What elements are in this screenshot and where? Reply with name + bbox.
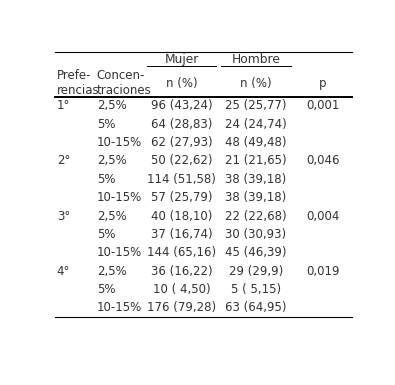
Text: 10 ( 4,50): 10 ( 4,50) bbox=[153, 283, 211, 296]
Text: 30 (30,93): 30 (30,93) bbox=[226, 228, 286, 241]
Text: 1°: 1° bbox=[57, 99, 70, 112]
Text: 0,046: 0,046 bbox=[306, 154, 339, 167]
Text: 63 (64,95): 63 (64,95) bbox=[225, 301, 287, 315]
Text: n (%): n (%) bbox=[240, 77, 272, 90]
Text: Hombre: Hombre bbox=[231, 53, 280, 66]
Text: 4°: 4° bbox=[57, 265, 70, 278]
Text: 96 (43,24): 96 (43,24) bbox=[151, 99, 213, 112]
Text: 2,5%: 2,5% bbox=[97, 154, 126, 167]
Text: n (%): n (%) bbox=[166, 77, 198, 90]
Text: 5%: 5% bbox=[97, 283, 115, 296]
Text: 114 (51,58): 114 (51,58) bbox=[147, 173, 216, 186]
Text: 0,019: 0,019 bbox=[306, 265, 339, 278]
Text: 3°: 3° bbox=[57, 209, 70, 223]
Text: 45 (46,39): 45 (46,39) bbox=[225, 246, 287, 259]
Text: 38 (39,18): 38 (39,18) bbox=[225, 173, 286, 186]
Text: 38 (39,18): 38 (39,18) bbox=[225, 191, 286, 204]
Text: 62 (27,93): 62 (27,93) bbox=[151, 136, 213, 149]
Text: 10-15%: 10-15% bbox=[97, 191, 142, 204]
Text: 2,5%: 2,5% bbox=[97, 209, 126, 223]
Text: Concen-
traciones: Concen- traciones bbox=[97, 69, 152, 97]
Text: 24 (24,74): 24 (24,74) bbox=[225, 118, 287, 131]
Text: 37 (16,74): 37 (16,74) bbox=[151, 228, 213, 241]
Text: 0,001: 0,001 bbox=[306, 99, 339, 112]
Text: 29 (29,9): 29 (29,9) bbox=[229, 265, 283, 278]
Text: 22 (22,68): 22 (22,68) bbox=[225, 209, 287, 223]
Text: 5%: 5% bbox=[97, 118, 115, 131]
Text: 10-15%: 10-15% bbox=[97, 301, 142, 315]
Text: 5%: 5% bbox=[97, 173, 115, 186]
Text: 48 (49,48): 48 (49,48) bbox=[225, 136, 287, 149]
Text: p: p bbox=[319, 77, 327, 90]
Text: 2°: 2° bbox=[57, 154, 70, 167]
Text: 144 (65,16): 144 (65,16) bbox=[147, 246, 216, 259]
Text: 5%: 5% bbox=[97, 228, 115, 241]
Text: 2,5%: 2,5% bbox=[97, 265, 126, 278]
Text: 25 (25,77): 25 (25,77) bbox=[225, 99, 287, 112]
Text: 64 (28,83): 64 (28,83) bbox=[151, 118, 213, 131]
Text: 57 (25,79): 57 (25,79) bbox=[151, 191, 213, 204]
Text: Mujer: Mujer bbox=[164, 53, 199, 66]
Text: 2,5%: 2,5% bbox=[97, 99, 126, 112]
Text: 36 (16,22): 36 (16,22) bbox=[151, 265, 213, 278]
Text: 5 ( 5,15): 5 ( 5,15) bbox=[231, 283, 281, 296]
Text: 10-15%: 10-15% bbox=[97, 246, 142, 259]
Text: 50 (22,62): 50 (22,62) bbox=[151, 154, 213, 167]
Text: 21 (21,65): 21 (21,65) bbox=[225, 154, 287, 167]
Text: Prefe-
rencias: Prefe- rencias bbox=[57, 69, 100, 97]
Text: 10-15%: 10-15% bbox=[97, 136, 142, 149]
Text: 0,004: 0,004 bbox=[306, 209, 339, 223]
Text: 40 (18,10): 40 (18,10) bbox=[151, 209, 213, 223]
Text: 176 (79,28): 176 (79,28) bbox=[147, 301, 216, 315]
